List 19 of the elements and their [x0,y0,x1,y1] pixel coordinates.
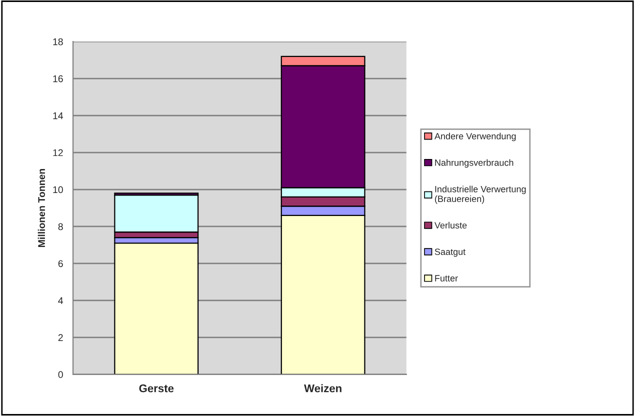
y-axis-title: Millionen Tonnen [38,168,46,247]
legend-label: Industrielle Verwertung (Brauereien) [435,186,526,204]
y-tick-label: 14 [53,112,64,120]
legend-label: Verluste [434,222,467,229]
legend-label: Futter [435,275,458,282]
y-tick-label: 18 [53,38,63,46]
x-tick-label: Weizen [304,384,342,392]
y-tick-label: 16 [53,75,63,82]
legend-label: Saatgut [434,248,466,257]
x-tick-label: Gerste [139,384,174,392]
y-tick-label: 2 [58,334,63,341]
y-tick-label: 6 [58,260,63,268]
y-tick-label: 8 [58,223,63,230]
y-tick-label: 12 [53,149,63,156]
y-tick-label: 4 [58,297,64,304]
y-tick-label: 10 [53,186,63,194]
y-tick-label: 0 [58,371,63,378]
legend-label: Andere Verwendung [434,132,516,142]
legend-label: Nahrungsverbrauch [435,159,514,168]
